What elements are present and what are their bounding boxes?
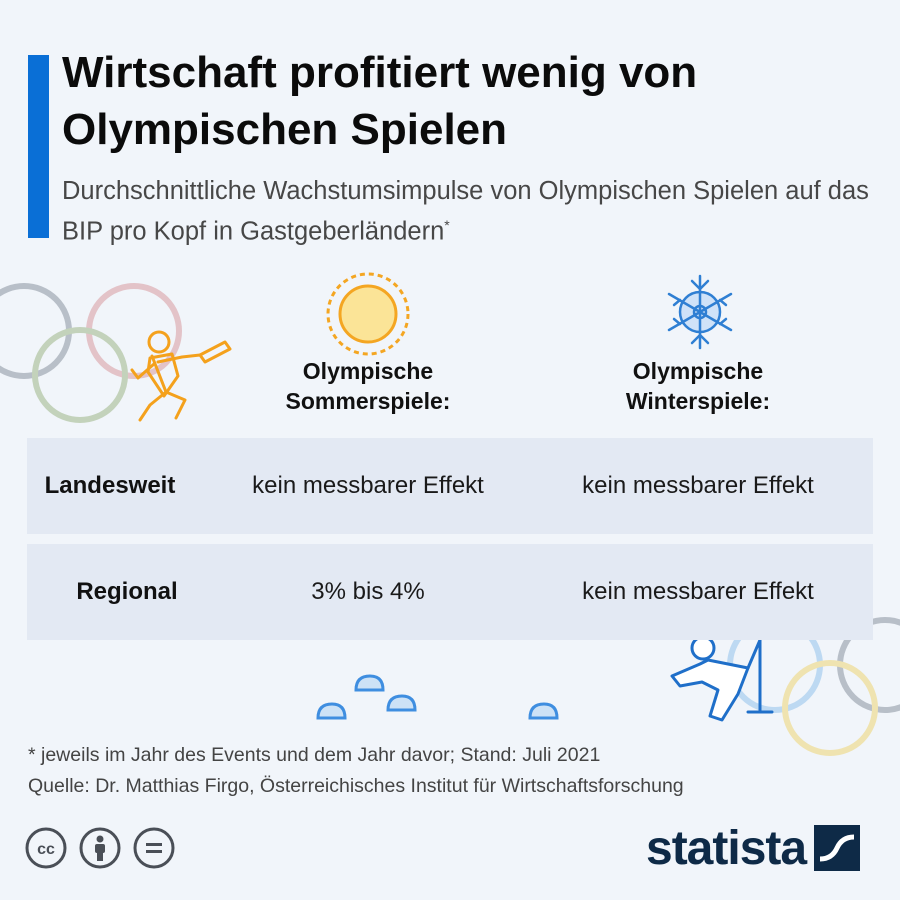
winter-value: kein messbarer Effekt bbox=[582, 578, 814, 605]
snowflake-icon bbox=[667, 274, 733, 350]
title-accent-bar bbox=[28, 55, 49, 238]
cc-icon[interactable]: cc bbox=[24, 826, 68, 870]
svg-text:cc: cc bbox=[37, 841, 55, 858]
column-header-winter: Olympische Winterspiele: bbox=[625, 358, 771, 414]
summer-value: 3% bis 4% bbox=[311, 578, 425, 605]
curling-stone-icon bbox=[316, 674, 559, 720]
summer-value: kein messbarer Effekt bbox=[252, 472, 484, 499]
license-icons: cc bbox=[24, 826, 176, 870]
table-row: Regional 3% bis 4% kein messbarer Effekt bbox=[27, 544, 873, 640]
subtitle-text: Durchschnittliche Wachstumsimpulse von O… bbox=[62, 177, 869, 246]
runner-icon bbox=[130, 330, 232, 422]
source-line: Quelle: Dr. Matthias Firgo, Österreichis… bbox=[28, 775, 684, 797]
statista-logo-icon bbox=[814, 825, 861, 871]
row-label: Landesweit bbox=[44, 472, 176, 499]
footnote: * jeweils im Jahr des Events und dem Jah… bbox=[28, 744, 601, 766]
statista-logo[interactable]: statista bbox=[646, 820, 861, 876]
page-title: Wirtschaft profitiert wenig von Olympisc… bbox=[62, 48, 698, 154]
column-header-summer: Olympische Sommerspiele: bbox=[285, 358, 451, 414]
nd-icon[interactable] bbox=[132, 826, 176, 870]
table-row: Landesweit kein messbarer Effekt kein me… bbox=[27, 438, 873, 534]
by-icon[interactable] bbox=[78, 826, 122, 870]
page-subtitle: Durchschnittliche Wachstumsimpulse von O… bbox=[62, 174, 882, 249]
subtitle-footnote-marker: * bbox=[444, 217, 450, 233]
curling-player-icon bbox=[670, 634, 774, 722]
olympic-rings-left-icon bbox=[0, 283, 182, 423]
sun-icon bbox=[326, 272, 410, 356]
winter-value: kein messbarer Effekt bbox=[582, 472, 814, 499]
row-label: Regional bbox=[76, 578, 178, 605]
logo-text: statista bbox=[646, 821, 807, 875]
footer-notes: * jeweils im Jahr des Events und dem Jah… bbox=[28, 740, 684, 802]
